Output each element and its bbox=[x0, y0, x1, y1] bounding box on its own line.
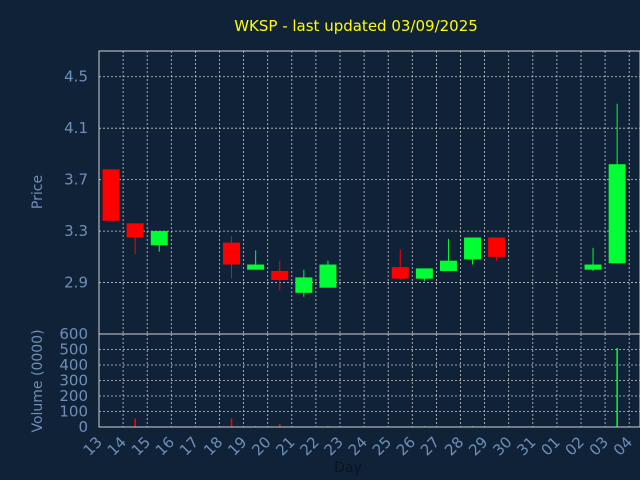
volume-panel-frame bbox=[98, 333, 640, 428]
volume-bar-20 bbox=[279, 423, 281, 427]
x-tick-label: 29 bbox=[465, 433, 491, 459]
candle-body bbox=[439, 260, 457, 271]
volume-bar-18 bbox=[230, 418, 233, 427]
candle-21 bbox=[295, 269, 313, 297]
price-gridlines bbox=[99, 51, 640, 334]
candle-27 bbox=[439, 238, 457, 271]
candle-body bbox=[247, 264, 265, 270]
volume-tick-label: 600 bbox=[59, 325, 88, 343]
candle-19 bbox=[247, 250, 265, 270]
volume-tick-label: 500 bbox=[59, 341, 88, 359]
candlesticks bbox=[102, 103, 626, 297]
volume-tick-label: 200 bbox=[59, 387, 88, 405]
volume-bars bbox=[134, 347, 618, 427]
x-tick-label: 17 bbox=[176, 433, 202, 459]
x-tick-label: 18 bbox=[200, 433, 226, 459]
x-tick-label: 26 bbox=[393, 433, 419, 459]
volume-tick-label: 0 bbox=[78, 418, 88, 436]
candle-29 bbox=[488, 237, 506, 261]
x-tick-label: 30 bbox=[489, 433, 515, 459]
x-tick-label: 22 bbox=[296, 433, 322, 459]
candle-body bbox=[415, 268, 433, 279]
x-tick-label: 25 bbox=[369, 433, 395, 459]
x-tick-label: 13 bbox=[80, 433, 106, 459]
candle-20 bbox=[271, 260, 289, 291]
candle-28 bbox=[464, 237, 482, 265]
x-tick-label: 01 bbox=[537, 433, 563, 459]
candle-body bbox=[223, 242, 241, 265]
candle-13 bbox=[102, 169, 120, 221]
price-tick-label: 3.7 bbox=[64, 171, 88, 189]
candle-03 bbox=[608, 103, 626, 264]
candle-body bbox=[584, 264, 602, 270]
x-tick-label: 24 bbox=[345, 433, 371, 459]
x-tick-label: 27 bbox=[417, 433, 443, 459]
candle-14 bbox=[126, 223, 144, 255]
candle-body bbox=[464, 237, 482, 260]
volume-tick-label: 400 bbox=[59, 356, 88, 374]
x-tick-label: 23 bbox=[321, 433, 347, 459]
price-tick-label: 4.1 bbox=[64, 119, 88, 137]
candle-02 bbox=[584, 247, 602, 271]
candle-body bbox=[126, 223, 144, 238]
volume-bar-14 bbox=[134, 418, 136, 427]
candle-18 bbox=[223, 236, 241, 279]
price-y-ticks: 2.9 3.3 3.7 4.1 4.5 bbox=[64, 68, 88, 292]
x-axis-ticks: 1314151617181920212223242526272829303101… bbox=[80, 433, 636, 459]
price-tick-label: 2.9 bbox=[64, 274, 88, 292]
x-tick-label: 14 bbox=[104, 433, 130, 459]
candle-body bbox=[295, 277, 313, 293]
volume-gridlines bbox=[99, 334, 640, 427]
candle-body bbox=[150, 231, 168, 246]
price-axis-label: Price bbox=[30, 175, 46, 209]
candle-body bbox=[319, 264, 337, 288]
x-tick-label: 15 bbox=[128, 433, 154, 459]
volume-tick-label: 100 bbox=[59, 403, 88, 421]
volume-axis-label: Volume (0000) bbox=[30, 329, 46, 432]
price-tick-label: 4.5 bbox=[64, 68, 88, 86]
price-panel-frame bbox=[98, 50, 640, 335]
candle-15 bbox=[150, 231, 168, 252]
x-tick-label: 04 bbox=[610, 433, 636, 459]
x-tick-label: 21 bbox=[272, 433, 298, 459]
candle-body bbox=[608, 164, 626, 264]
x-tick-label: 28 bbox=[441, 433, 467, 459]
x-tick-label: 16 bbox=[152, 433, 178, 459]
candle-body bbox=[102, 169, 120, 221]
x-tick-label: 19 bbox=[224, 433, 250, 459]
volume-bar-03 bbox=[616, 347, 618, 427]
candle-22 bbox=[319, 260, 337, 288]
x-tick-label: 03 bbox=[586, 433, 612, 459]
candle-body bbox=[391, 267, 409, 279]
candle-body bbox=[488, 237, 506, 257]
volume-tick-label: 300 bbox=[59, 372, 88, 390]
x-tick-label: 31 bbox=[513, 433, 539, 459]
chart-title: WKSP - last updated 03/09/2025 bbox=[234, 17, 478, 35]
x-axis-label: Day bbox=[334, 460, 362, 476]
x-tick-label: 20 bbox=[248, 433, 274, 459]
price-tick-label: 3.3 bbox=[64, 222, 88, 240]
candle-body bbox=[271, 270, 289, 280]
candle-25 bbox=[391, 249, 409, 280]
candle-26 bbox=[415, 268, 433, 282]
x-tick-label: 02 bbox=[562, 433, 588, 459]
